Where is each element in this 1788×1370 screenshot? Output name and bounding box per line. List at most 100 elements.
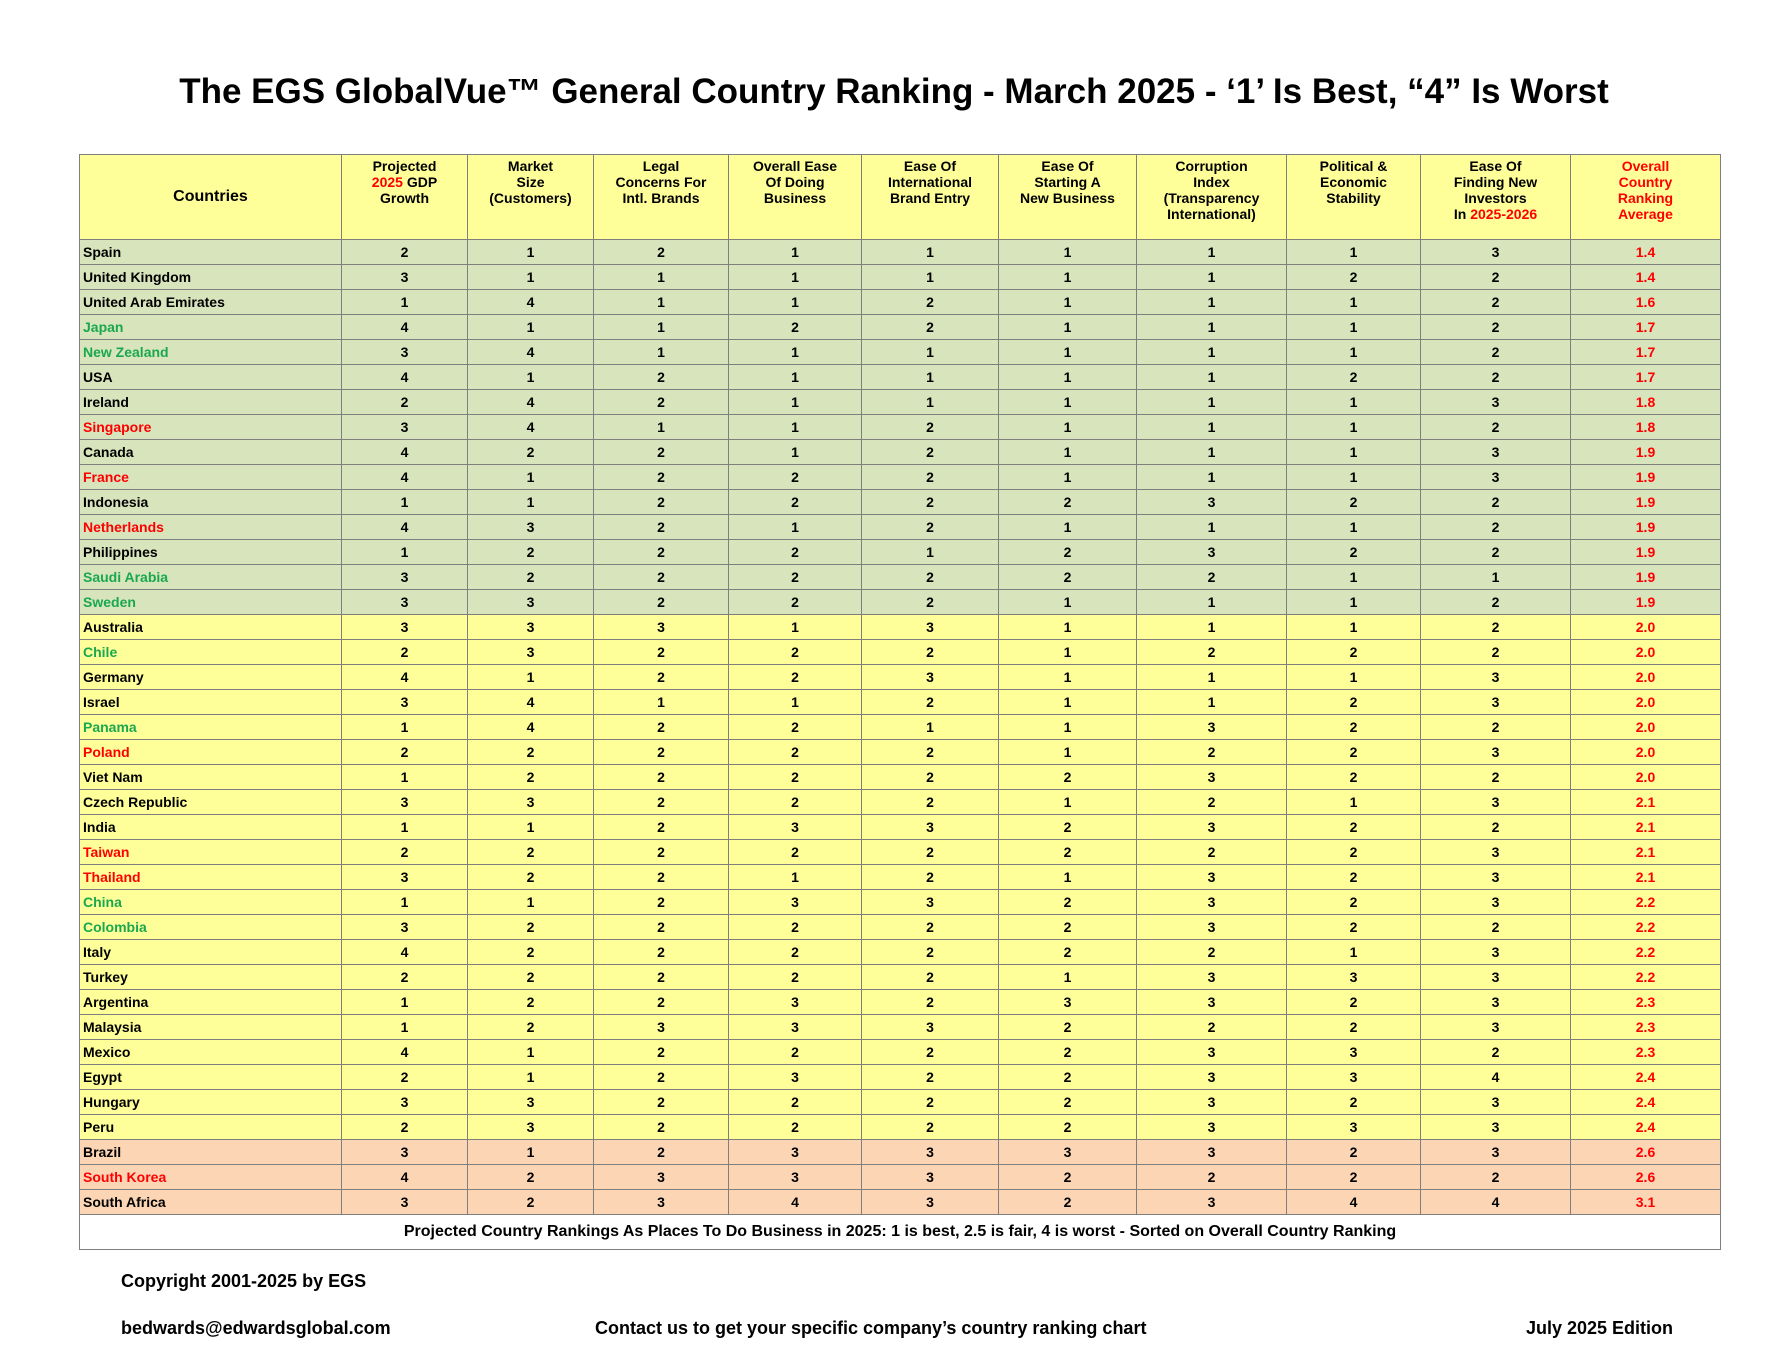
ranking-cell: 4 [467,339,594,365]
country-ranking-table: Countries Projected 2025 GDP Growth Mark… [79,154,1721,1250]
ranking-cell: 1 [341,989,468,1015]
country-name-cell: China [79,889,342,915]
country-name-cell: Czech Republic [79,789,342,815]
country-name-cell: Chile [79,639,342,665]
overall-average-cell: 1.9 [1570,464,1721,490]
ranking-cell: 1 [1286,514,1421,540]
ranking-cell: 3 [1136,539,1287,565]
ranking-cell: 1 [467,1039,594,1065]
overall-average-cell: 1.9 [1570,539,1721,565]
ranking-cell: 2 [998,1039,1137,1065]
ranking-cell: 3 [341,864,468,890]
ranking-cell: 1 [593,289,729,315]
ranking-cell: 2 [728,464,862,490]
header-line: Size [516,174,545,190]
header-line: Starting A [1034,174,1101,190]
ranking-cell: 2 [861,564,999,590]
ranking-cell: 1 [728,689,862,715]
ranking-cell: 3 [861,1189,999,1215]
ranking-cell: 2 [593,489,729,515]
ranking-cell: 2 [1136,1014,1287,1040]
table-row: New Zealand 3 4 1 1 1 1 1 1 2 1.7 [79,339,1721,365]
header-line: In 2025-2026 [1421,206,1570,222]
ranking-cell: 1 [341,814,468,840]
ranking-cell: 3 [728,889,862,915]
ranking-cell: 2 [861,1039,999,1065]
contact-email[interactable]: bedwards@edwardsglobal.com [121,1318,391,1338]
overall-average-cell: 2.0 [1570,764,1721,790]
ranking-cell: 3 [1136,989,1287,1015]
ranking-cell: 1 [728,614,862,640]
table-row: Egypt 2 1 2 3 2 2 3 3 4 2.4 [79,1064,1721,1090]
ranking-cell: 3 [1420,1139,1571,1165]
ranking-cell: 2 [1286,864,1421,890]
ranking-cell: 3 [1420,664,1571,690]
ranking-cell: 2 [593,464,729,490]
table-row: Australia 3 3 3 1 3 1 1 1 2 2.0 [79,614,1721,640]
ranking-cell: 1 [467,264,594,290]
header-line: Market [507,158,554,174]
ranking-cell: 4 [467,414,594,440]
country-name-cell: Italy [79,939,342,965]
ranking-cell: 1 [1136,464,1287,490]
overall-average-cell: 2.1 [1570,814,1721,840]
ranking-cell: 2 [1136,789,1287,815]
ranking-cell: 2 [341,964,468,990]
ranking-cell: 2 [998,889,1137,915]
ranking-cell: 1 [467,464,594,490]
ranking-cell: 3 [1420,1089,1571,1115]
ranking-cell: 2 [1286,639,1421,665]
ranking-cell: 2 [593,1089,729,1115]
ranking-cell: 1 [593,264,729,290]
overall-average-cell: 2.2 [1570,939,1721,965]
ranking-cell: 3 [861,1014,999,1040]
table-row: Hungary 3 3 2 2 2 2 3 2 3 2.4 [79,1089,1721,1115]
header-line: Overall [1621,158,1670,174]
ranking-cell: 1 [593,689,729,715]
ranking-cell: 3 [1286,1064,1421,1090]
table-row: Sweden 3 3 2 2 2 1 1 1 2 1.9 [79,589,1721,615]
ranking-cell: 4 [341,514,468,540]
ranking-cell: 2 [728,1039,862,1065]
ranking-cell: 2 [341,839,468,865]
overall-average-cell: 2.0 [1570,739,1721,765]
ranking-cell: 2 [467,564,594,590]
ranking-cell: 3 [1420,389,1571,415]
table-row: Singapore 3 4 1 1 2 1 1 1 2 1.8 [79,414,1721,440]
ranking-cell: 1 [341,764,468,790]
header-line: New Business [1020,190,1115,206]
ranking-cell: 1 [998,264,1137,290]
ranking-cell: 1 [861,714,999,740]
ranking-cell: 2 [593,764,729,790]
ranking-cell: 2 [593,564,729,590]
copyright-text: Copyright 2001-2025 by EGS [121,1271,367,1291]
ranking-cell: 2 [1420,764,1571,790]
table-row: Mexico 4 1 2 2 2 2 3 3 2 2.3 [79,1039,1721,1065]
table-row: Thailand 3 2 2 1 2 1 3 2 3 2.1 [79,864,1721,890]
ranking-cell: 2 [1286,989,1421,1015]
header-line: (Customers) [489,190,572,206]
ranking-cell: 3 [593,1164,729,1190]
header-line: Economic [1320,174,1387,190]
ranking-cell: 1 [998,339,1137,365]
ranking-cell: 2 [593,839,729,865]
ranking-cell: 2 [593,964,729,990]
page-title: The EGS GlobalVue™ General Country Ranki… [179,72,1609,111]
table-row: Poland 2 2 2 2 2 1 2 2 3 2.0 [79,739,1721,765]
ranking-cell: 3 [1420,864,1571,890]
country-name-cell: Sweden [79,589,342,615]
ranking-cell: 2 [1286,914,1421,940]
ranking-cell: 1 [467,314,594,340]
ranking-cell: 4 [728,1189,862,1215]
ranking-cell: 2 [998,1014,1137,1040]
ranking-cell: 1 [998,439,1137,465]
ranking-cell: 2 [861,739,999,765]
ranking-cell: 1 [998,289,1137,315]
overall-average-cell: 1.9 [1570,589,1721,615]
country-name-cell: Mexico [79,1039,342,1065]
ranking-cell: 1 [1286,389,1421,415]
ranking-cell: 1 [728,514,862,540]
ranking-cell: 2 [861,289,999,315]
ranking-cell: 2 [861,439,999,465]
header-text: GDP [402,174,438,190]
